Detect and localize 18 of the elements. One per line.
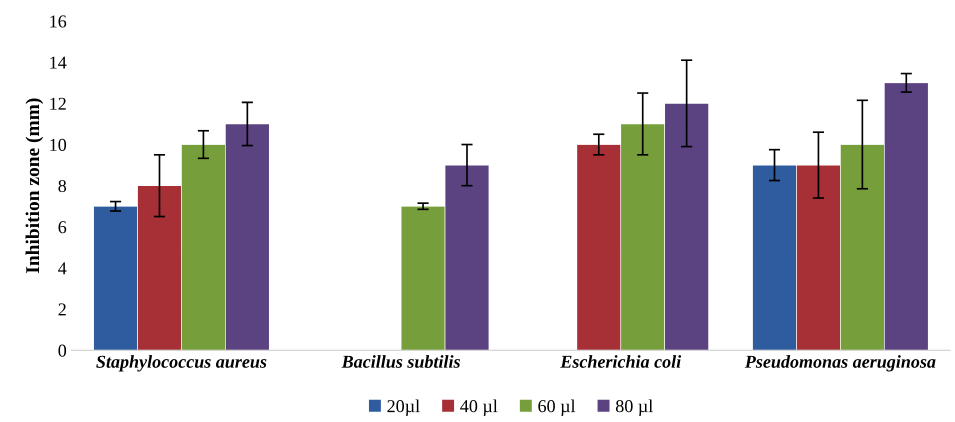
y-tick-label: 12 bbox=[50, 98, 66, 110]
y-tick-label: 16 bbox=[50, 15, 66, 28]
x-tick-label: Escherichia coli bbox=[560, 355, 682, 368]
y-tick-label: 0 bbox=[58, 344, 66, 357]
y-tick-label: 6 bbox=[58, 221, 66, 234]
y-axis-title: Inhibition zone (mm) bbox=[26, 98, 44, 274]
legend-label: 40 µl bbox=[460, 400, 498, 416]
y-tick-label: 14 bbox=[50, 56, 66, 69]
x-tick-label: Staphylococcus aureus bbox=[96, 355, 266, 372]
y-tick-label: 10 bbox=[50, 138, 66, 151]
y-tick-label: 2 bbox=[58, 303, 66, 316]
y-tick-label: 4 bbox=[58, 262, 66, 274]
legend-label: 80 µl bbox=[616, 400, 653, 416]
legend-label: 20µl bbox=[387, 400, 420, 416]
x-tick-label: Pseudomonas aeruginosa bbox=[744, 355, 936, 372]
legend-label: 60 µl bbox=[538, 400, 576, 416]
y-tick-label: 8 bbox=[58, 180, 66, 192]
x-tick-label: Bacillus subtilis bbox=[341, 355, 460, 368]
